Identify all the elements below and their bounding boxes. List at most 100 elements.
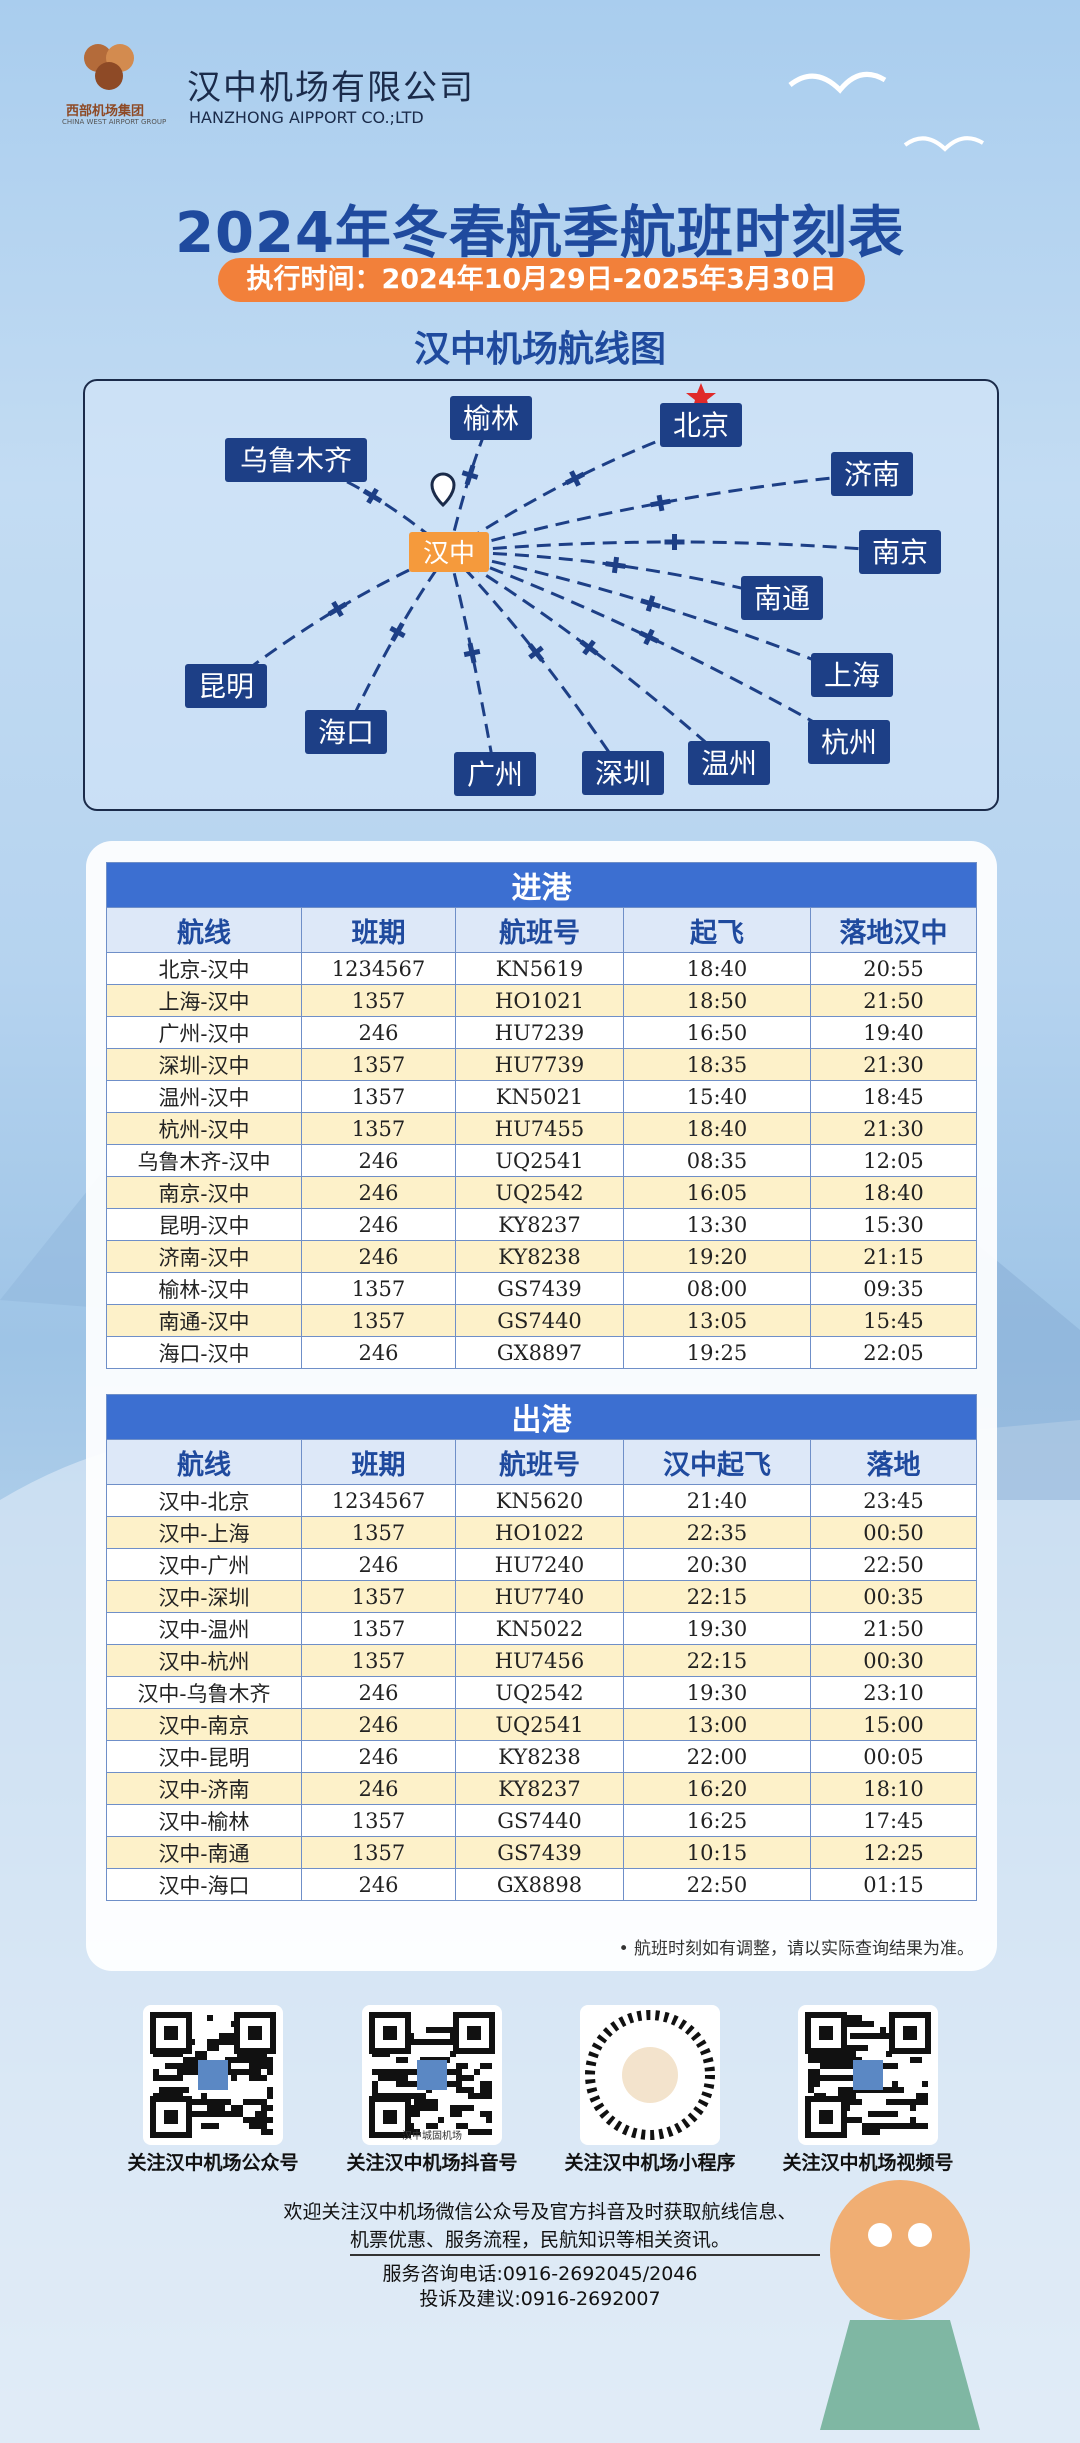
qr-dot: [474, 2093, 480, 2099]
logo-icon: [84, 44, 134, 90]
qr-dot: [213, 2039, 219, 2045]
qr-dot: [438, 2027, 444, 2033]
plane: [362, 487, 383, 505]
qr-dot: [874, 2033, 880, 2039]
qr-dot: [868, 2129, 874, 2135]
qr-dot: [462, 2075, 468, 2081]
qr-dot: [396, 2057, 402, 2063]
table-row: 海口-汉中 246 GX8897 19:25 22:05: [106, 1336, 978, 1369]
qr-dot: [426, 2105, 432, 2111]
qr-dot: [231, 2105, 237, 2111]
qr-dot: [183, 2063, 189, 2069]
qr-dot: [450, 2105, 456, 2111]
qr-dot: [207, 2123, 213, 2129]
table-row: 南京-汉中 246 UQ2542 16:05 18:40: [106, 1176, 978, 1209]
logo-cn: 西部机场集团: [66, 104, 145, 119]
table-row: 汉中-杭州 1357 HU7456 22:15 00:30: [106, 1644, 978, 1677]
qr-dot: [898, 2087, 904, 2093]
qr-pattern: [150, 2012, 276, 2138]
table-row: 北京-汉中 1234567 KN5619 18:40 20:55: [106, 952, 978, 985]
cell: 10:15: [623, 1836, 811, 1869]
qr-dot: [462, 2105, 468, 2111]
qr-dot: [474, 2129, 480, 2135]
table-row: 汉中-乌鲁木齐 246 UQ2542 19:30 23:10: [106, 1676, 978, 1709]
cell: GX8898: [455, 1868, 624, 1901]
divider: [350, 2254, 820, 2256]
cell: 20:30: [623, 1548, 811, 1581]
qr-dot: [898, 2123, 904, 2129]
cell: HO1021: [455, 984, 624, 1017]
cell: 汉中-济南: [106, 1772, 302, 1805]
cell: 南通-汉中: [106, 1304, 302, 1337]
cell: 1234567: [301, 1484, 456, 1517]
company-en: HANZHONG AIPPORT CO.;LTD: [189, 108, 424, 127]
qr-dot: [195, 2111, 201, 2117]
qr-dot: [820, 2063, 826, 2069]
qr-dot: [886, 2087, 892, 2093]
cell: 17:45: [809, 1804, 978, 1837]
qr-dot: [868, 2123, 874, 2129]
qr-dot: [237, 2057, 243, 2063]
qr-dot: [814, 2075, 820, 2081]
cell: 19:30: [623, 1676, 811, 1709]
qr-dot: [462, 2063, 468, 2069]
period: 执行时间：2024年10月29日-2025年3月30日: [218, 258, 865, 302]
cell: 08:00: [623, 1272, 811, 1305]
qr-dot: [420, 2039, 426, 2045]
qr-dot: [910, 2105, 916, 2111]
cell: 1357: [301, 1516, 456, 1549]
qr-dot: [480, 2111, 486, 2117]
cell: 南京-汉中: [106, 1176, 302, 1209]
qr-dot: [910, 2123, 916, 2129]
qr-dot: [183, 2087, 189, 2093]
qr-dot: [922, 2099, 928, 2105]
qr-dot: [402, 2057, 408, 2063]
cell: KN5619: [455, 952, 624, 985]
qr-dot: [249, 2099, 255, 2105]
qr-dot: [177, 2063, 183, 2069]
qr-dot: [189, 2069, 195, 2075]
table-row: 榆林-汉中 1357 GS7439 08:00 09:35: [106, 1272, 978, 1305]
qr-dot: [856, 2015, 862, 2021]
qr-dot: [486, 2117, 492, 2123]
plane: [650, 494, 671, 512]
cell: 246: [301, 1548, 456, 1581]
qr-dot: [874, 2123, 880, 2129]
cell: HU7739: [455, 1048, 624, 1081]
qr-dot: [820, 2075, 826, 2081]
cell: 13:00: [623, 1708, 811, 1741]
cell: 19:30: [623, 1612, 811, 1645]
qr-dot: [255, 2063, 261, 2069]
qr-code: [580, 2005, 720, 2145]
qr-dot: [225, 2099, 231, 2105]
qr-dot: [420, 2105, 426, 2111]
logo-en: CHINA WEST AIRPORT GROUP: [62, 118, 167, 126]
qr-dot: [414, 2129, 420, 2135]
cell: KN5021: [455, 1080, 624, 1113]
qr-dot: [862, 2123, 868, 2129]
title: 2024年冬春航季航班时刻表: [175, 201, 905, 266]
qr-dot: [844, 2087, 850, 2093]
qr-dot: [213, 2099, 219, 2105]
qr-finder-core: [383, 2026, 397, 2040]
qr-dot: [892, 2063, 898, 2069]
qr-dot: [207, 2039, 213, 2045]
qr-dot: [468, 2093, 474, 2099]
cell: 1357: [301, 1048, 456, 1081]
qr-dot: [267, 2105, 273, 2111]
qr-dot: [402, 2081, 408, 2087]
cell: KY8238: [455, 1240, 624, 1273]
qr-inner-text: 汉中城固机场: [402, 2129, 462, 2142]
cell: 246: [301, 1708, 456, 1741]
cell: 18:40: [623, 952, 811, 985]
qr-finder: [150, 2096, 192, 2138]
cell: 15:00: [809, 1708, 978, 1741]
qr-dot: [868, 2033, 874, 2039]
qr-dot: [916, 2093, 922, 2099]
qr-dot: [862, 2033, 868, 2039]
cell: 21:50: [809, 984, 978, 1017]
qr-center: [198, 2060, 228, 2090]
cell: 1357: [301, 1304, 456, 1337]
cell: 汉中-广州: [106, 1548, 302, 1581]
qr-dot: [856, 2033, 862, 2039]
